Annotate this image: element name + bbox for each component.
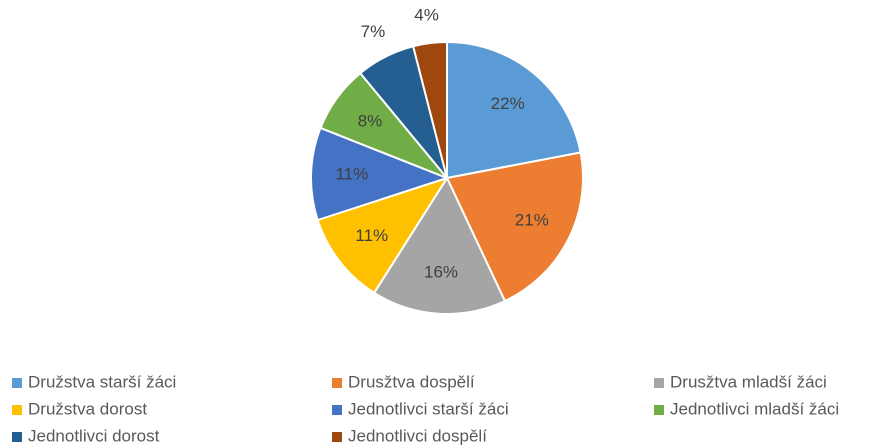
pie-slice bbox=[372, 175, 507, 315]
pie-slice bbox=[310, 126, 450, 222]
legend-swatch bbox=[654, 378, 664, 388]
legend-label: Družstva starší žáci bbox=[28, 372, 176, 391]
legend-swatch bbox=[654, 405, 664, 415]
legend-label: Družstva dorost bbox=[28, 399, 147, 418]
legend-label: Drusžtva mladší žáci bbox=[670, 372, 827, 391]
data-label: 7% bbox=[361, 22, 386, 41]
legend-swatch bbox=[12, 405, 22, 415]
data-label: 16% bbox=[424, 262, 458, 281]
legend-swatch bbox=[332, 378, 342, 388]
pie-slice bbox=[445, 151, 584, 303]
data-label: 22% bbox=[491, 94, 525, 113]
data-label: 8% bbox=[358, 112, 383, 131]
data-label: 21% bbox=[515, 211, 549, 230]
pie-slice bbox=[446, 40, 582, 180]
pie-slice bbox=[411, 40, 448, 179]
legend-swatch bbox=[332, 405, 342, 415]
legend-label: Jednotlivci dorost bbox=[28, 426, 160, 445]
legend-label: Jednotlivci starší žáci bbox=[348, 399, 509, 418]
legend-swatch bbox=[332, 432, 342, 442]
legend-label: Jednotlivci dospělí bbox=[348, 426, 487, 445]
legend-label: Drusžtva dospělí bbox=[348, 372, 475, 391]
data-label: 4% bbox=[414, 6, 439, 25]
legend-label: Jednotlivci mladší žáci bbox=[670, 399, 839, 418]
legend-swatch bbox=[12, 432, 22, 442]
data-label: 11% bbox=[355, 226, 388, 245]
legend-swatch bbox=[12, 378, 22, 388]
data-label: 11% bbox=[335, 164, 368, 183]
pie-slice bbox=[316, 176, 450, 295]
